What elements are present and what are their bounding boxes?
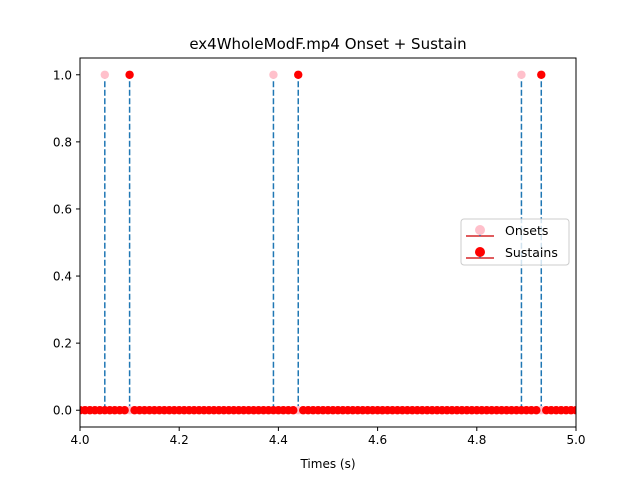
axes-frame — [79, 57, 577, 428]
x-tick-label: 4.0 — [70, 433, 89, 447]
x-tick-label: 4.6 — [368, 433, 387, 447]
y-tick-label: 0.6 — [53, 202, 72, 216]
legend-sustains-label: Sustains — [505, 245, 558, 260]
point-onsets-1 — [269, 70, 278, 79]
point-onsets-2 — [517, 70, 526, 79]
point-sustains-2 — [537, 70, 546, 79]
zero-marker-sustains — [571, 406, 576, 415]
point-sustains-0 — [125, 70, 134, 79]
zero-marker-sustains — [532, 406, 541, 415]
x-axis-label: Times (s) — [299, 457, 355, 471]
x-tick-label: 4.8 — [467, 433, 486, 447]
axes: 4.0 4.2 4.4 4.6 4.8 5.0 0.0 0.2 0.4 0.6 0.8 1.0 — [53, 57, 586, 447]
zero-marker-sustains — [289, 406, 298, 415]
y-tick-label: 0.0 — [53, 404, 72, 418]
y-tick-label: 0.8 — [53, 135, 72, 149]
legend-box — [460, 218, 570, 266]
plot-area — [80, 70, 576, 415]
chart-title: ex4WholeModF.mp4 Onset + Sustain — [189, 35, 466, 53]
x-tick-label: 5.0 — [566, 433, 585, 447]
legend-onsets-label: Onsets — [505, 223, 548, 238]
x-tick-label: 4.2 — [170, 433, 189, 447]
plot-series-group — [80, 70, 576, 415]
legend-sustains-marker — [475, 247, 485, 257]
point-sustains-1 — [294, 70, 303, 79]
y-tick-label: 0.2 — [53, 337, 72, 351]
legend-onsets-marker — [475, 225, 485, 235]
x-tick-label: 4.4 — [269, 433, 288, 447]
zero-marker-sustains — [120, 406, 129, 415]
y-tick-label: 0.4 — [53, 270, 72, 284]
y-tick-label: 1.0 — [53, 68, 72, 82]
legend: Onsets Sustains — [460, 218, 570, 266]
point-onsets-0 — [100, 70, 110, 79]
